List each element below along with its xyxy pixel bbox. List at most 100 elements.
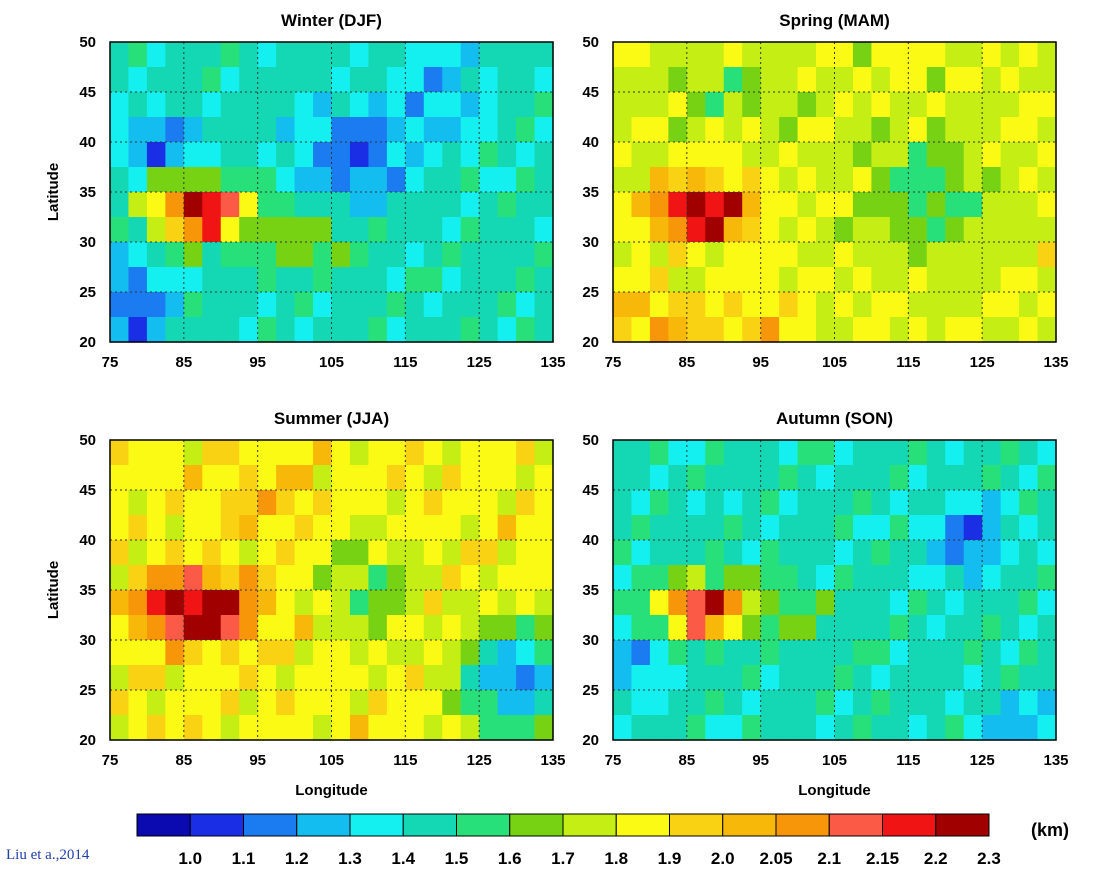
colorbar: 1.0 1.1 1.2 1.3 1.4 1.5 1.6 1.7 1.8 1.9 2.0 2.05 2.1…: [136, 813, 1069, 868]
heatmap-cell: [313, 465, 333, 491]
heatmap-cell: [779, 192, 799, 218]
heatmap-cells: [613, 42, 1057, 343]
heatmap-cell: [423, 440, 443, 466]
heatmap-cell: [146, 42, 166, 68]
heatmap-cell: [442, 117, 462, 143]
heatmap-cell: [816, 192, 836, 218]
heatmap-cell: [146, 317, 166, 343]
heatmap-cell: [779, 167, 799, 193]
heatmap-cell: [183, 117, 203, 143]
heatmap-cell: [313, 715, 333, 741]
heatmap-cell: [686, 465, 706, 491]
heatmap-cell: [631, 217, 651, 243]
heatmap-cell: [797, 192, 817, 218]
heatmap-cell: [460, 640, 480, 666]
heatmap-cell: [649, 192, 669, 218]
heatmap-cell: [908, 690, 928, 716]
plot-frame: [612, 41, 1057, 343]
heatmap-cell: [294, 292, 314, 318]
heatmap-cell: [686, 42, 706, 68]
heatmap-cell: [816, 615, 836, 641]
heatmap-cell: [1037, 142, 1057, 168]
heatmap-cell: [686, 715, 706, 741]
heatmap-cell: [686, 267, 706, 293]
colorbar-swatch: [775, 813, 830, 837]
heatmap-cell: [760, 142, 780, 168]
heatmap-cell: [889, 267, 909, 293]
heatmap-cell: [926, 242, 946, 268]
heatmap-cell: [742, 515, 762, 541]
heatmap-cell: [889, 92, 909, 118]
heatmap-cell: [1019, 640, 1039, 666]
heatmap-cell: [516, 67, 536, 93]
heatmap-cell: [534, 317, 554, 343]
heatmap-cell: [760, 665, 780, 691]
heatmap-cell: [183, 715, 203, 741]
y-tick-label: 40: [582, 532, 599, 549]
heatmap-cell: [313, 67, 333, 93]
heatmap-cell: [631, 615, 651, 641]
heatmap-cell: [1037, 590, 1057, 616]
heatmap-cell: [368, 242, 388, 268]
heatmap-cell: [331, 292, 351, 318]
heatmap-cell: [834, 615, 854, 641]
heatmap-cell: [613, 192, 633, 218]
heatmap-cell: [871, 317, 891, 343]
heatmap-cell: [852, 217, 873, 243]
heatmap-cell: [294, 317, 314, 343]
heatmap-cell: [649, 490, 669, 516]
heatmap-cell: [128, 292, 148, 318]
heatmap-cell: [926, 490, 946, 516]
heatmap-cell: [613, 167, 633, 193]
x-tick-label: 105: [822, 354, 847, 371]
heatmap-cell: [479, 615, 499, 641]
heatmap-cell: [1000, 590, 1020, 616]
heatmap-cell: [479, 690, 499, 716]
heatmap-cell: [110, 167, 130, 193]
heatmap-cell: [852, 440, 873, 466]
heatmap-cell: [257, 242, 277, 268]
heatmap-cell: [668, 192, 688, 218]
heatmap-cell: [797, 615, 817, 641]
heatmap-cell: [442, 640, 462, 666]
heatmap-cell: [368, 142, 388, 168]
heatmap-cell: [779, 67, 799, 93]
heatmap-cell: [1000, 690, 1020, 716]
colorbar-tick-label: 1.7: [551, 849, 575, 868]
heatmap-cell: [220, 42, 240, 68]
heatmap-cell: [479, 490, 499, 516]
heatmap-cell: [349, 515, 370, 541]
heatmap-cell: [705, 242, 725, 268]
heatmap-cell: [797, 565, 817, 591]
heatmap-cell: [797, 490, 817, 516]
heatmap-cell: [257, 715, 277, 741]
heatmap-cell: [276, 117, 296, 143]
heatmap-cell: [294, 565, 314, 591]
heatmap-cell: [779, 465, 799, 491]
heatmap-cell: [386, 465, 406, 491]
colorbar-swatch: [296, 813, 351, 837]
heatmap-cell: [368, 292, 388, 318]
heatmap-cell: [926, 565, 946, 591]
heatmap-cell: [926, 192, 946, 218]
heatmap-cell: [668, 440, 688, 466]
heatmap-cell: [534, 267, 554, 293]
heatmap-cell: [742, 615, 762, 641]
heatmap-cell: [779, 242, 799, 268]
panel-title: Spring (MAM): [779, 11, 889, 30]
gridlines: [613, 42, 1056, 342]
heatmap-cell: [165, 615, 185, 641]
heatmap-cell: [516, 142, 536, 168]
heatmap-cell: [686, 590, 706, 616]
heatmap-cell: [479, 665, 499, 691]
heatmap-cell: [852, 142, 873, 168]
heatmap-cell: [257, 615, 277, 641]
heatmap-cell: [165, 440, 185, 466]
heatmap-cell: [220, 615, 240, 641]
heatmap-cell: [649, 465, 669, 491]
heatmap-cell: [405, 465, 425, 491]
heatmap-cell: [183, 42, 203, 68]
colorbar-swatch: [562, 813, 617, 837]
heatmap-cell: [423, 142, 443, 168]
heatmap-cell: [816, 142, 836, 168]
